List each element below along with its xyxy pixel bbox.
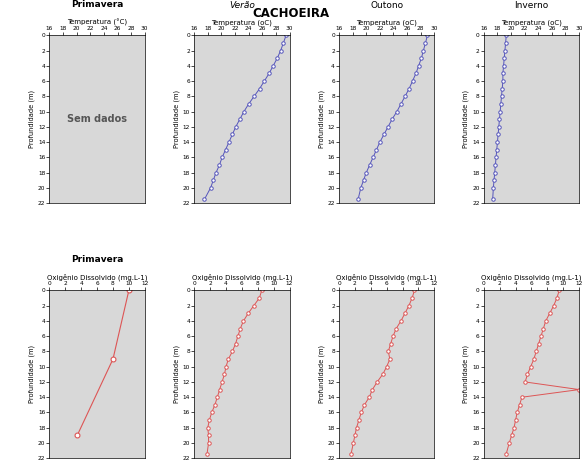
X-axis label: Temperatura (°C): Temperatura (°C) xyxy=(67,18,127,25)
Title: Primavera: Primavera xyxy=(71,0,123,9)
Y-axis label: Profundidade (m): Profundidade (m) xyxy=(173,345,180,403)
Text: CACHOEIRA: CACHOEIRA xyxy=(253,7,329,20)
Y-axis label: Profundidade (m): Profundidade (m) xyxy=(463,345,470,403)
X-axis label: Oxigênio Dissolvido (mg.L-1): Oxigênio Dissolvido (mg.L-1) xyxy=(191,273,292,281)
Title: Verão: Verão xyxy=(229,1,255,10)
Y-axis label: Profundidade (m): Profundidade (m) xyxy=(318,90,325,148)
X-axis label: Temperatura (oC): Temperatura (oC) xyxy=(501,19,562,25)
Title: Inverno: Inverno xyxy=(514,1,549,10)
Text: Sem dados: Sem dados xyxy=(67,114,127,124)
Title: Outono: Outono xyxy=(370,1,403,10)
X-axis label: Oxigênio Dissolvido (mg.L-1): Oxigênio Dissolvido (mg.L-1) xyxy=(481,273,582,281)
Y-axis label: Profundidade (m): Profundidade (m) xyxy=(318,345,325,403)
Y-axis label: Profundidade (m): Profundidade (m) xyxy=(29,90,35,148)
Y-axis label: Profundidade (m): Profundidade (m) xyxy=(463,90,470,148)
Y-axis label: Profundidade (m): Profundidade (m) xyxy=(173,90,180,148)
Title: Primavera: Primavera xyxy=(71,255,123,264)
X-axis label: Temperatura (oC): Temperatura (oC) xyxy=(211,19,272,25)
Y-axis label: Profundidade (m): Profundidade (m) xyxy=(29,345,35,403)
X-axis label: Oxigênio Dissolvido (mg.L-1): Oxigênio Dissolvido (mg.L-1) xyxy=(336,273,437,281)
X-axis label: Temperatura (oC): Temperatura (oC) xyxy=(356,19,417,25)
X-axis label: Oxigênio Dissolvido (mg.L-1): Oxigênio Dissolvido (mg.L-1) xyxy=(47,273,147,281)
